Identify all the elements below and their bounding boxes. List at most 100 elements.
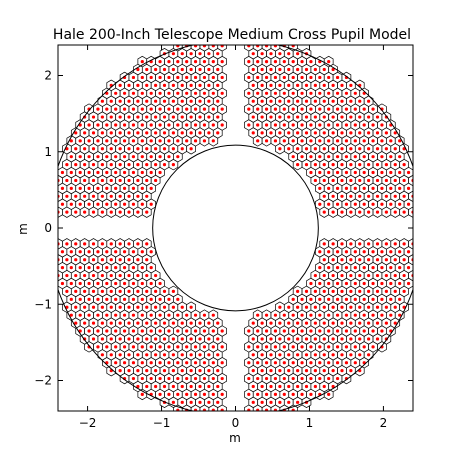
segment-marker bbox=[335, 297, 340, 301]
segment-marker bbox=[198, 67, 202, 72]
segment-marker bbox=[371, 123, 375, 127]
x-tick-label: 1 bbox=[306, 416, 314, 430]
segment-marker bbox=[149, 75, 153, 80]
segment-marker bbox=[313, 305, 317, 309]
segment-marker bbox=[145, 273, 149, 278]
segment-marker bbox=[52, 187, 55, 190]
segment-marker bbox=[362, 313, 366, 317]
segment-hexagon bbox=[249, 413, 258, 424]
segment-marker bbox=[327, 329, 331, 333]
segment-marker bbox=[60, 186, 65, 190]
segment-marker bbox=[335, 361, 340, 365]
segment-marker bbox=[131, 75, 136, 80]
segment-marker bbox=[273, 408, 278, 411]
segment-marker bbox=[145, 321, 149, 325]
segment-marker bbox=[300, 155, 304, 159]
segment-marker bbox=[278, 400, 282, 404]
segment-marker bbox=[189, 99, 193, 103]
segment-marker bbox=[87, 329, 91, 333]
segment-marker bbox=[318, 281, 322, 286]
segment-marker bbox=[349, 321, 353, 325]
segment-hexagon bbox=[58, 248, 59, 255]
segment-marker bbox=[300, 376, 304, 381]
segment-marker bbox=[358, 258, 362, 262]
segment-marker bbox=[131, 361, 136, 365]
segment-marker bbox=[380, 155, 384, 159]
segment-marker bbox=[118, 242, 122, 246]
segment-marker bbox=[162, 353, 167, 357]
segment-marker bbox=[131, 329, 136, 333]
segment-marker bbox=[136, 258, 140, 262]
segment-marker bbox=[393, 210, 397, 214]
segment-marker bbox=[149, 91, 153, 95]
segment-marker bbox=[162, 83, 167, 87]
segment-marker bbox=[367, 258, 371, 262]
segment-marker bbox=[154, 353, 158, 357]
segment-marker bbox=[278, 337, 282, 341]
segment-marker bbox=[296, 353, 300, 357]
segment-marker bbox=[322, 369, 326, 373]
segment-marker bbox=[322, 384, 326, 389]
segment-marker bbox=[154, 369, 158, 373]
segment-marker bbox=[176, 139, 180, 143]
x-tick-label: −1 bbox=[153, 416, 171, 430]
segment-marker bbox=[287, 305, 291, 309]
segment-marker bbox=[65, 194, 69, 198]
segment-marker bbox=[131, 186, 136, 190]
segment-marker bbox=[109, 289, 113, 293]
segment-marker bbox=[367, 131, 371, 135]
segment-marker bbox=[335, 345, 340, 349]
segment-marker bbox=[193, 59, 198, 64]
segment-marker bbox=[162, 163, 167, 167]
segment-marker bbox=[318, 345, 322, 349]
segment-marker bbox=[256, 45, 260, 48]
segment-marker bbox=[375, 321, 380, 325]
segment-marker bbox=[331, 289, 335, 293]
segment-marker bbox=[269, 83, 273, 87]
plot-content bbox=[52, 45, 413, 424]
segment-marker bbox=[251, 99, 255, 103]
segment-marker bbox=[127, 353, 131, 357]
segment-marker bbox=[273, 376, 278, 381]
segment-marker bbox=[327, 345, 331, 349]
segment-marker bbox=[406, 170, 411, 175]
segment-marker bbox=[167, 75, 171, 80]
segment-marker bbox=[269, 369, 273, 373]
segment-marker bbox=[384, 210, 388, 214]
segment-marker bbox=[393, 321, 397, 325]
segment-marker bbox=[309, 345, 313, 349]
segment-marker bbox=[389, 202, 393, 206]
segment-marker bbox=[344, 361, 349, 365]
segment-marker bbox=[176, 107, 180, 111]
segment-marker bbox=[322, 210, 326, 214]
segment-marker bbox=[358, 99, 362, 103]
segment-marker bbox=[127, 83, 131, 87]
segment-marker bbox=[158, 59, 162, 64]
segment-marker bbox=[256, 392, 260, 397]
segment-marker bbox=[158, 75, 162, 80]
segment-marker bbox=[60, 202, 65, 206]
segment-marker bbox=[278, 67, 282, 72]
segment-marker bbox=[100, 178, 104, 183]
segment-marker bbox=[207, 67, 211, 72]
segment-marker bbox=[74, 131, 78, 135]
segment-marker bbox=[273, 139, 278, 143]
segment-marker bbox=[74, 242, 78, 246]
segment-marker bbox=[287, 369, 291, 373]
segment-marker bbox=[100, 115, 104, 119]
segment-marker bbox=[78, 202, 82, 206]
segment-marker bbox=[109, 147, 113, 151]
segment-marker bbox=[176, 59, 180, 64]
segment-marker bbox=[207, 400, 211, 404]
segment-marker bbox=[216, 99, 220, 103]
segment-marker bbox=[313, 178, 317, 183]
segment-marker bbox=[384, 163, 388, 167]
segment-marker bbox=[327, 186, 331, 190]
segment-marker bbox=[136, 178, 140, 183]
segment-marker bbox=[91, 147, 96, 151]
segment-marker bbox=[202, 376, 207, 381]
segment-marker bbox=[331, 163, 335, 167]
segment-marker bbox=[100, 337, 104, 341]
segment-marker bbox=[393, 258, 397, 262]
segment-marker bbox=[256, 107, 260, 111]
